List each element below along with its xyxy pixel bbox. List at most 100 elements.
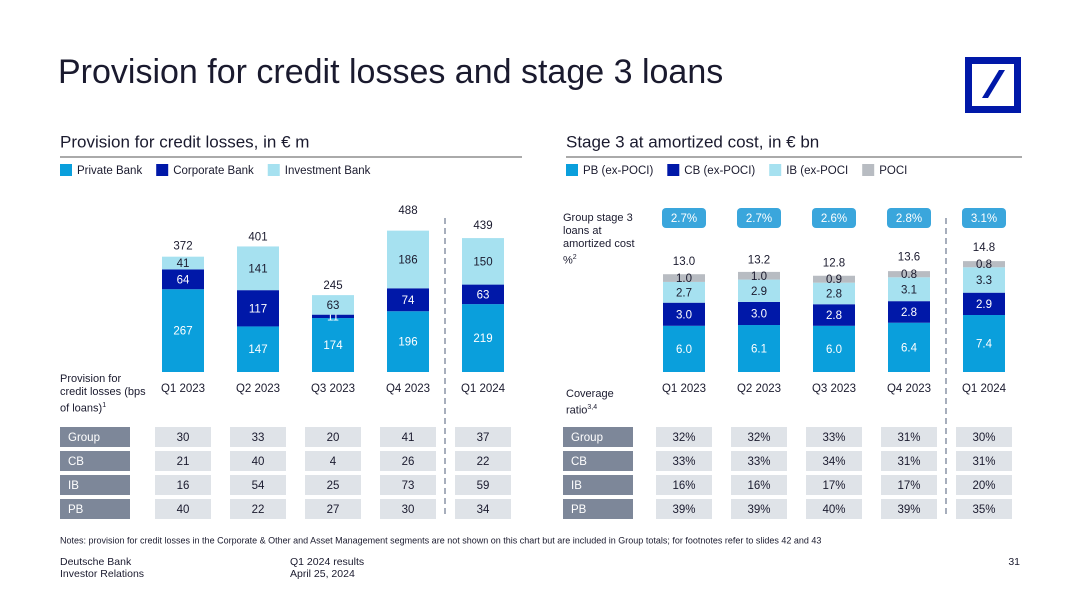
bar-segment	[813, 275, 855, 283]
bar-segment	[888, 301, 930, 323]
bar-segment	[387, 230, 429, 289]
x-tick-label: Q1 2024	[461, 383, 506, 395]
data-label: 6.4	[901, 342, 918, 354]
table-cell	[806, 475, 862, 495]
data-label: 41	[177, 258, 190, 270]
bar-segment	[462, 238, 504, 285]
table-cell	[956, 451, 1012, 471]
table-value: 54	[252, 480, 265, 492]
table-value: 20%	[972, 480, 995, 492]
table-value: 4	[330, 456, 337, 468]
bar-segment	[963, 315, 1005, 372]
table-cell	[305, 451, 361, 471]
legend-swatch	[156, 164, 169, 176]
table-cell	[305, 499, 361, 519]
row-header: PB	[571, 504, 587, 516]
bar-segment	[738, 279, 780, 302]
legend-label: CB (ex-POCI)	[684, 165, 755, 177]
bar-segment	[462, 304, 504, 372]
table-value: 40	[252, 456, 265, 468]
table-value: 33%	[747, 456, 770, 468]
table-cell	[305, 475, 361, 495]
table-value: 17%	[822, 480, 845, 492]
row-header-cell	[563, 475, 633, 495]
bar-segment	[963, 261, 1005, 268]
data-label: 1.0	[676, 273, 692, 285]
table-value: 31%	[897, 432, 920, 444]
data-label: 3.0	[751, 309, 767, 321]
table-value: 59	[477, 480, 490, 492]
data-label: 63	[327, 300, 340, 312]
ratio-label: Group stage 3 loans at amortized cost %2	[563, 212, 635, 267]
bar-segment	[663, 281, 705, 303]
table-cell	[455, 427, 511, 447]
bar-segment	[813, 325, 855, 372]
data-label: 2.9	[976, 299, 992, 311]
total-label: 14.8	[973, 242, 995, 254]
x-tick-label: Q4 2023	[887, 383, 931, 395]
bar-segment	[162, 269, 204, 290]
chart-title: Provision for credit losses, in € m	[60, 132, 309, 151]
total-label: 12.8	[823, 257, 845, 269]
table-value: 20	[327, 432, 340, 444]
footer-department: Investor Relations	[60, 568, 144, 580]
data-label: 0.8	[976, 259, 992, 271]
data-label: 0.8	[901, 269, 917, 281]
table-cell	[656, 475, 712, 495]
bar-segment	[462, 284, 504, 305]
data-label: 2.9	[751, 286, 767, 298]
data-label: 267	[173, 326, 192, 338]
data-label: 64	[177, 274, 190, 286]
table-value: 22	[252, 504, 265, 516]
table-value: 33	[252, 432, 265, 444]
table-value: 40%	[822, 504, 845, 516]
ratio-label: 2.7%	[671, 213, 697, 225]
bar-segment	[813, 304, 855, 326]
table-cell	[380, 499, 436, 519]
table-cell	[731, 427, 787, 447]
legend-swatch	[267, 164, 280, 176]
data-label: 1.0	[751, 271, 767, 283]
table-cell	[656, 427, 712, 447]
x-tick-label: Q1 2024	[962, 383, 1007, 395]
table-cell	[881, 427, 937, 447]
table-cell	[380, 475, 436, 495]
total-label: 401	[248, 232, 267, 244]
notes: Notes: provision for credit losses in th…	[60, 535, 821, 545]
legend-swatch	[60, 164, 72, 176]
footer-company: Deutsche Bank	[60, 556, 132, 568]
x-tick-label: Q4 2023	[386, 383, 430, 395]
slide-title: Provision for credit losses and stage 3 …	[58, 53, 723, 91]
table-label: Coverage ratio3,4	[566, 388, 614, 417]
legend-swatch	[769, 164, 782, 176]
x-tick-label: Q2 2023	[236, 383, 280, 395]
footer-date: April 25, 2024	[290, 568, 355, 580]
legend-label: IB (ex-POCI	[786, 165, 848, 177]
table-value: 40	[177, 504, 190, 516]
data-label: 7.4	[976, 339, 993, 351]
table-cell	[956, 499, 1012, 519]
total-label: 372	[173, 241, 192, 253]
ratio-pill	[662, 208, 706, 228]
row-header: Group	[68, 432, 100, 444]
data-label: 6.0	[826, 344, 842, 356]
x-tick-label: Q1 2023	[161, 383, 205, 395]
ratio-pill	[737, 208, 781, 228]
table-value: 73	[402, 480, 415, 492]
table-value: 30	[177, 432, 190, 444]
x-tick-label: Q3 2023	[812, 383, 856, 395]
bar-segment	[813, 282, 855, 305]
total-label: 13.6	[898, 251, 920, 263]
table-cell	[656, 499, 712, 519]
data-label: 147	[248, 344, 267, 356]
table-cell	[305, 427, 361, 447]
table-value: 32%	[747, 432, 770, 444]
bar-segment	[663, 325, 705, 372]
bar-segment	[312, 318, 354, 372]
data-label: 0.9	[826, 274, 842, 286]
row-header-cell	[563, 427, 633, 447]
logo	[965, 57, 1021, 113]
row-header: IB	[68, 480, 79, 492]
